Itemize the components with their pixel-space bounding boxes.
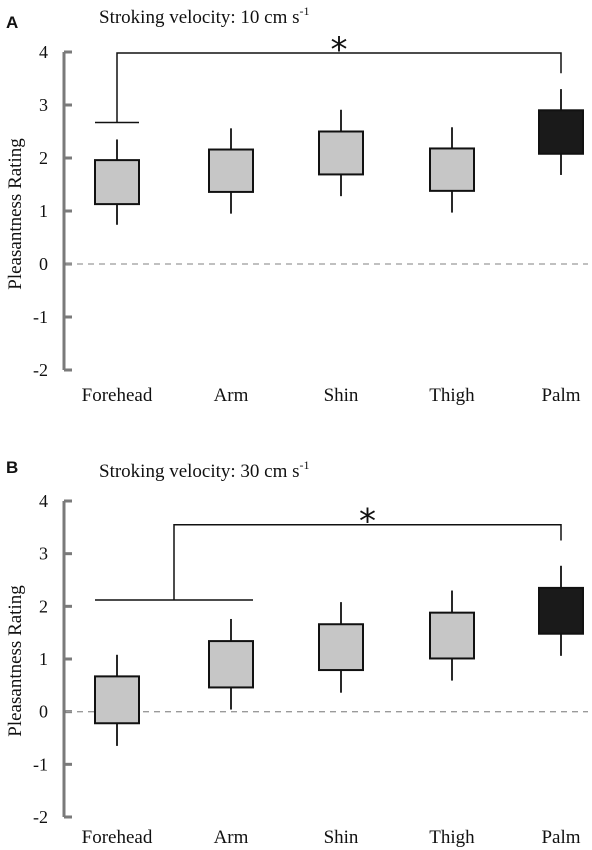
significance-bracket [116,52,562,123]
y-tick-label: -1 [33,307,48,327]
box-palm [538,586,584,635]
chart-title-main: Stroking velocity: 30 cm s [99,461,300,482]
box-shin [318,130,364,176]
box-palm [538,109,584,155]
y-tick-label: 1 [39,649,48,669]
chart-title-superscript: -1 [300,4,310,18]
x-tick-label: Palm [541,385,580,406]
chart-title-superscript: -1 [300,458,310,472]
x-tick-label: Forehead [82,385,153,406]
x-tick-label: Shin [324,385,359,406]
panel-a: A Stroking velocity: 10 cm s-1 Pleasantn… [5,4,588,406]
chart-title: Stroking velocity: 10 cm s-1 [99,4,310,28]
x-tick-label: Forehead [82,827,153,848]
y-tick-label: -2 [33,807,48,827]
y-tick-label: 3 [39,95,48,115]
plot-area: 4 3 2 1 0 -1 -2 Forehead Arm Shin Thigh Palm * [33,30,588,406]
x-tick-label: Palm [541,827,580,848]
box-shin [318,623,364,672]
x-tick-label: Arm [214,827,249,848]
y-tick-label: 2 [39,596,48,616]
x-tick-label: Thigh [429,827,475,848]
significance-asterisk: * [331,30,348,70]
y-tick-label: 0 [39,254,48,274]
y-tick-label: -1 [33,754,48,774]
y-tick-label: 3 [39,544,48,564]
box-forehead [94,675,140,725]
box-arm [208,148,254,193]
chart-title-main: Stroking velocity: 10 cm s [99,7,300,28]
box-thigh [429,611,475,660]
significance-bracket [173,523,562,601]
box-thigh [429,147,475,192]
y-tick-label: -2 [33,360,48,380]
y-axis-label: Pleasantness Rating [5,138,26,290]
y-axis-label: Pleasantness Rating [5,585,26,737]
y-tick-label: 4 [39,491,48,511]
y-tick-label: 2 [39,148,48,168]
y-tick-label: 4 [39,42,48,62]
plot-area: 4 3 2 1 0 -1 -2 Forehead Arm Shin Thigh Palm * [33,491,588,848]
box-forehead [94,159,140,206]
x-tick-label: Thigh [429,385,475,406]
y-tick-label: 0 [39,702,48,722]
y-tick-label: 1 [39,201,48,221]
box-arm [208,640,254,689]
panel-letter: B [6,458,18,477]
x-tick-label: Arm [214,385,249,406]
significance-asterisk: * [359,502,376,542]
panel-letter: A [6,13,18,32]
x-tick-label: Shin [324,827,359,848]
chart-title: Stroking velocity: 30 cm s-1 [99,458,310,482]
panel-b: B Stroking velocity: 30 cm s-1 Pleasantn… [5,458,588,848]
